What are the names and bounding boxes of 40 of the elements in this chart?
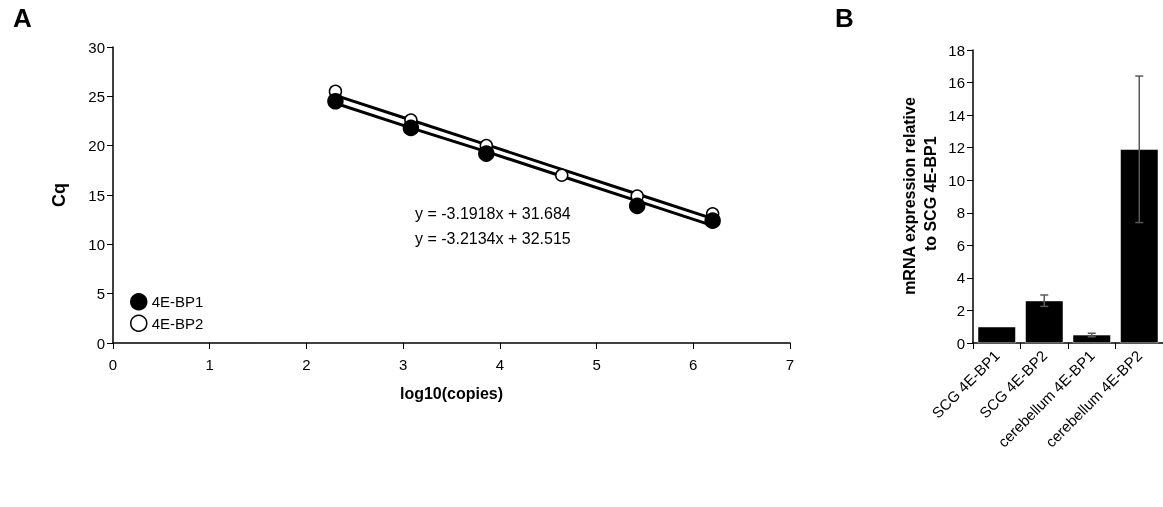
y-tick-label: 15 [88, 186, 105, 204]
y-tick-label: 20 [88, 137, 105, 155]
y-tick-label: 10 [88, 235, 105, 253]
x-tick-label: 0 [108, 356, 118, 373]
x-tick-label: 2 [302, 356, 311, 373]
y-tick-label: 2 [956, 301, 965, 319]
annotation: y = -3.2134x + 32.515 [415, 229, 571, 247]
point [628, 197, 646, 215]
y-tick-label: 25 [88, 87, 105, 105]
point [478, 145, 495, 162]
x-tick-label: 3 [398, 356, 408, 373]
y-axis-title: Cq [49, 183, 69, 207]
x-tick-label: 7 [785, 356, 795, 373]
y-tick-label: 4 [956, 269, 965, 287]
x-tick-label: 6 [689, 356, 698, 373]
x-axis-title: log10(copies) [399, 384, 504, 402]
y-tick-label: 12 [948, 139, 965, 157]
point [327, 93, 344, 110]
point [555, 168, 569, 183]
y-tick-label: 18 [948, 41, 965, 59]
y-tick-label: 14 [948, 106, 965, 124]
y-tick-label: 0 [96, 334, 105, 352]
y-tick-label: 16 [948, 74, 965, 92]
legend-label: 4E-BP1 [151, 293, 204, 311]
chart-title: B [835, 3, 854, 33]
point [704, 212, 721, 229]
x-tick-label: 5 [592, 356, 601, 373]
y-axis-title: mRNA expression relative to SCG 4E-BP1 [901, 97, 939, 295]
x-tick-label: 4 [495, 356, 505, 373]
x-tick-label: 1 [205, 356, 214, 373]
y-tick-label: 6 [956, 236, 965, 254]
y-tick-label: 30 [88, 38, 105, 56]
chart-title: A [13, 3, 32, 33]
y-tick-label: 5 [96, 285, 105, 303]
legend-label: 4E-BP2 [151, 314, 204, 332]
y-tick-label: 10 [948, 171, 965, 189]
y-tick-label: 0 [956, 334, 965, 352]
annotation: y = -3.1918x + 31.684 [415, 204, 571, 222]
point [402, 119, 420, 137]
y-tick-label: 8 [956, 204, 965, 222]
